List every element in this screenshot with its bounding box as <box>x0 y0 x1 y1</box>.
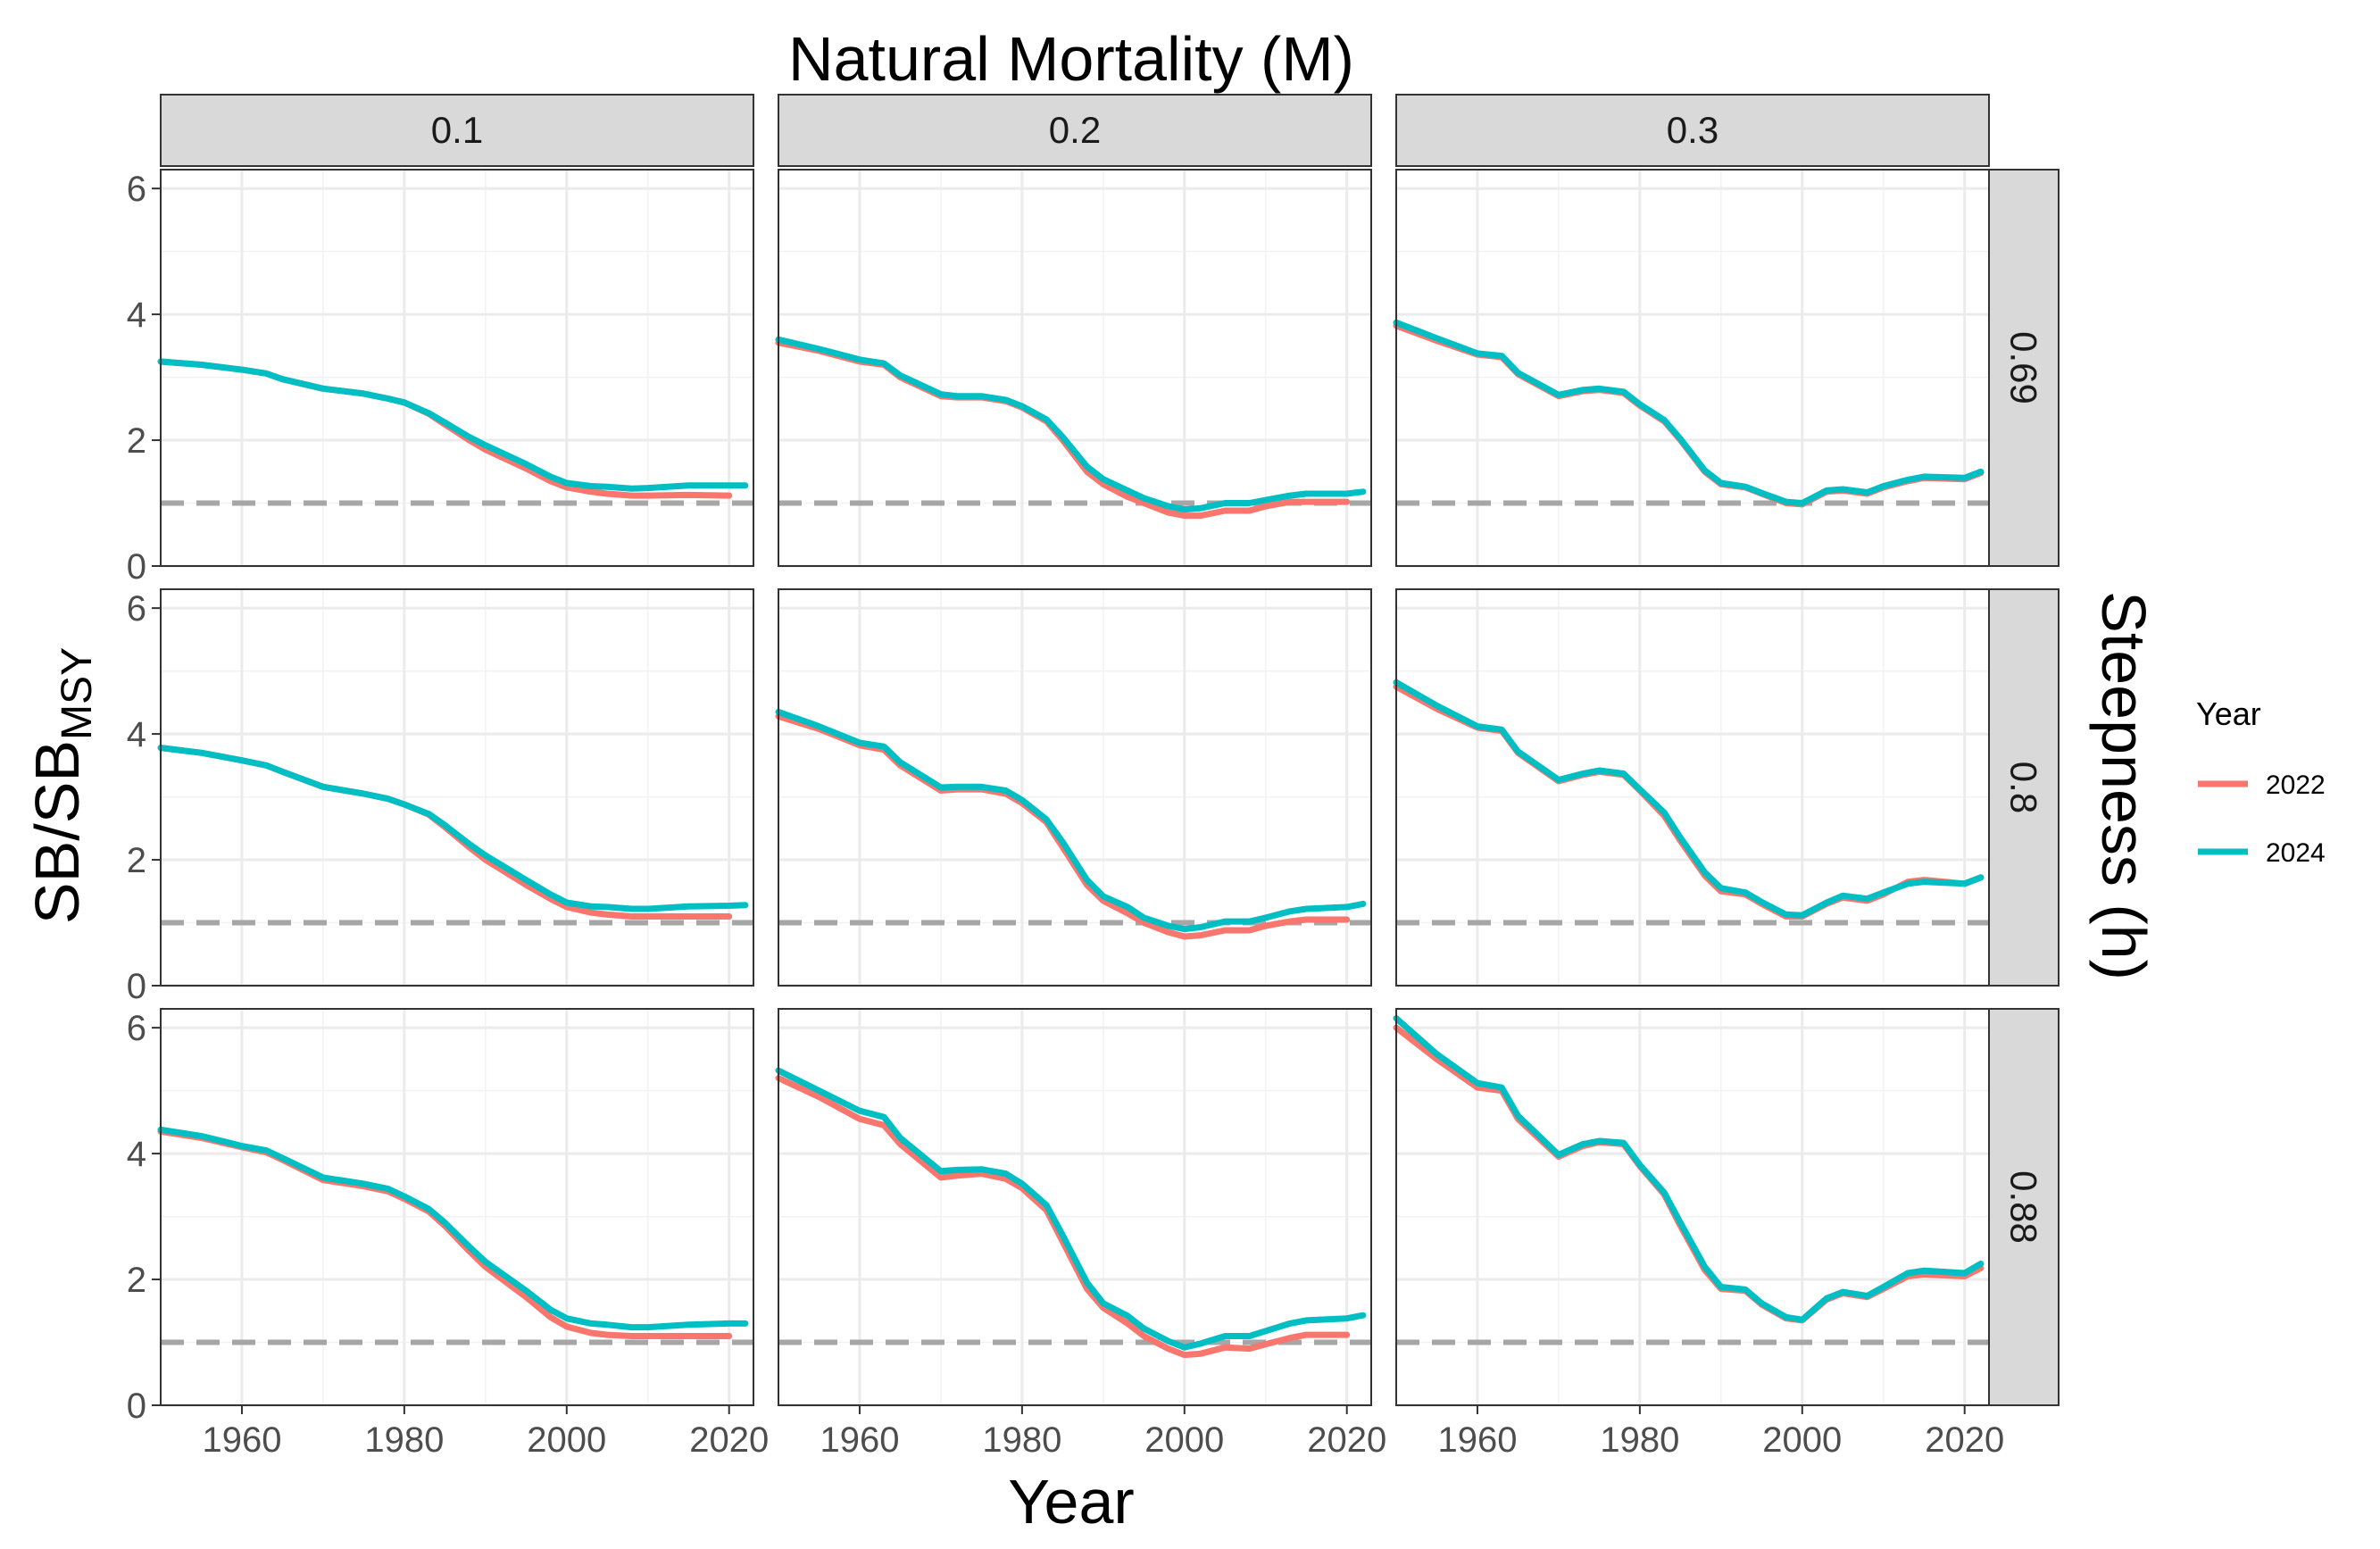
row-strip-label: 0.88 <box>2003 1170 2045 1244</box>
panel-M0.2-h0.8 <box>775 588 1372 987</box>
series-line-2024 <box>157 358 749 492</box>
y-tick-label: 4 <box>127 1135 146 1174</box>
panel-border <box>160 1008 754 1406</box>
x-tick-label: 2000 <box>527 1420 606 1460</box>
x-tick-label: 2000 <box>1144 1420 1224 1460</box>
panel-background <box>778 589 1371 986</box>
legend-title: Year <box>2196 695 2261 732</box>
column-strip-label: 0.2 <box>1049 109 1101 151</box>
x-tick-label: 1980 <box>1600 1420 1679 1460</box>
x-tick-label: 2020 <box>689 1420 769 1460</box>
y-tick-label: 0 <box>127 547 146 587</box>
column-strip-bg <box>778 94 1372 167</box>
column-strip-0.1: 0.1 <box>160 94 754 167</box>
row-strip-0.88: 0.88 <box>1988 1008 2060 1406</box>
y-tick-label: 6 <box>127 1009 146 1048</box>
column-strip-label: 0.3 <box>1667 109 1718 151</box>
panel-border <box>160 588 754 987</box>
panel-background <box>1396 589 1989 986</box>
column-strip-label: 0.1 <box>431 109 483 151</box>
series-line-2024 <box>157 745 749 912</box>
y-tick-label: 2 <box>127 421 146 461</box>
y-tick-label: 0 <box>127 967 146 1006</box>
x-tick-label: 1980 <box>982 1420 1061 1460</box>
y-axis-title-main: SB/SB <box>22 740 92 924</box>
x-tick-label: 2000 <box>1762 1420 1842 1460</box>
series-line-2024 <box>157 1126 749 1331</box>
panel-M0.1-h0.69: 0 2 4 6 <box>127 169 754 587</box>
row-strip-bg <box>1988 169 2060 567</box>
y-tick-label: 2 <box>127 1261 146 1300</box>
panel-background <box>161 170 753 566</box>
panel-background <box>778 1009 1371 1405</box>
legend-items: 2022 2024 <box>2198 770 2326 868</box>
x-tick-label: 1960 <box>820 1420 899 1460</box>
panel-M0.1-h0.8: 0 2 4 6 <box>127 588 754 1006</box>
panel-border <box>1395 1008 1990 1406</box>
series-line-2022 <box>775 1075 1351 1359</box>
panel-background <box>778 170 1371 566</box>
panel-M0.3-h0.69 <box>1393 169 1990 568</box>
series-line-2024 <box>1393 1015 1985 1323</box>
panel-M0.3-h0.8 <box>1393 588 1990 987</box>
row-strip-label: 0.69 <box>2003 331 2045 404</box>
panel-background <box>1396 170 1989 566</box>
column-strip-0.2: 0.2 <box>778 94 1372 167</box>
row-strip-bg <box>1988 1008 2060 1406</box>
x-tick-label: 1960 <box>1437 1420 1517 1460</box>
series-line-2024 <box>1393 679 1985 919</box>
legend-item-2024: 2024 <box>2198 838 2326 868</box>
panel-border <box>778 1008 1372 1406</box>
panel-border <box>1395 588 1990 987</box>
legend-label-2022: 2022 <box>2266 770 2326 800</box>
panel-background <box>161 589 753 986</box>
row-strip-0.69: 0.69 <box>1988 169 2060 567</box>
chart-title: Natural Mortality (M) <box>788 24 1354 94</box>
column-strip-bg <box>160 94 754 167</box>
y-tick-label: 6 <box>127 589 146 629</box>
x-tick-label: 1980 <box>364 1420 444 1460</box>
y-tick-label: 6 <box>127 170 146 209</box>
panel-border <box>1395 169 1990 567</box>
y-tick-label: 0 <box>127 1387 146 1426</box>
y-axis-title-subscript: MSY <box>54 647 101 740</box>
legend-item-2022: 2022 <box>2198 770 2326 800</box>
y-tick-label: 4 <box>127 715 146 754</box>
y-tick-label: 4 <box>127 296 146 335</box>
row-strip-label: 0.8 <box>2003 762 2045 813</box>
panel-background <box>1396 1009 1989 1405</box>
series-line-2024 <box>775 708 1367 933</box>
panel-background <box>161 1009 753 1405</box>
legend: Year 2022 2024 <box>2196 695 2326 868</box>
panel-M0.2-h0.69 <box>775 169 1372 568</box>
legend-label-2024: 2024 <box>2266 838 2326 868</box>
series-line-2024 <box>775 336 1367 513</box>
panel-border <box>778 169 1372 567</box>
x-axis-title: Year <box>1008 1467 1134 1537</box>
panel-border <box>778 588 1372 987</box>
row-strip-0.8: 0.8 <box>1988 588 2060 987</box>
y-axis-title: SB/SBMSY <box>22 647 101 924</box>
series-line-2024 <box>1393 319 1985 506</box>
x-tick-label: 2020 <box>1307 1420 1386 1460</box>
column-strip-0.3: 0.3 <box>1395 94 1990 167</box>
row-facet-title: Steepness (h) <box>2089 591 2159 980</box>
panel-M0.3-h0.88: 1960 1980 2000 2020 <box>1393 1008 2004 1460</box>
panel-M0.2-h0.88: 1960 1980 2000 2020 <box>775 1008 1386 1460</box>
x-tick-label: 2020 <box>1925 1420 2004 1460</box>
row-strip-bg <box>1988 588 2060 987</box>
x-tick-label: 1960 <box>202 1420 281 1460</box>
column-strip-bg <box>1395 94 1990 167</box>
series-line-2024 <box>775 1067 1367 1351</box>
y-tick-label: 2 <box>127 841 146 880</box>
panel-border <box>160 169 754 567</box>
panel-M0.1-h0.88: 0 2 4 6 1960 1980 2000 2020 <box>127 1008 769 1460</box>
